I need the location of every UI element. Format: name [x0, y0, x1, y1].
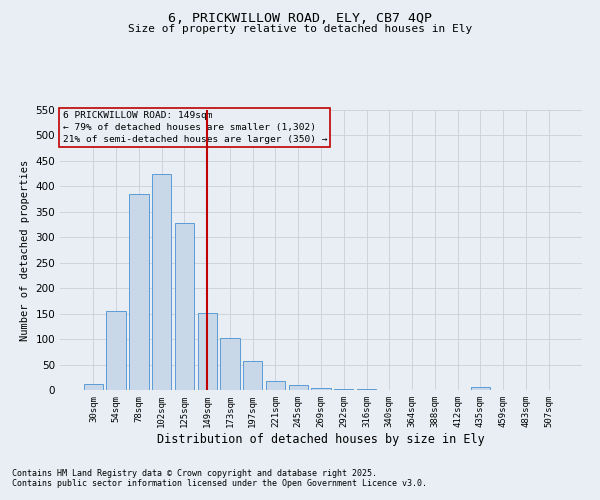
Text: Contains public sector information licensed under the Open Government Licence v3: Contains public sector information licen…	[12, 478, 427, 488]
Bar	[470, 388, 490, 390]
Bar	[129, 194, 149, 390]
Bar	[175, 223, 194, 390]
Bar	[84, 384, 103, 390]
Bar	[243, 361, 262, 390]
Y-axis label: Number of detached properties: Number of detached properties	[20, 160, 30, 340]
Bar	[220, 338, 239, 390]
Text: 6, PRICKWILLOW ROAD, ELY, CB7 4QP: 6, PRICKWILLOW ROAD, ELY, CB7 4QP	[168, 12, 432, 26]
Text: Size of property relative to detached houses in Ely: Size of property relative to detached ho…	[128, 24, 472, 34]
Text: Contains HM Land Registry data © Crown copyright and database right 2025.: Contains HM Land Registry data © Crown c…	[12, 468, 377, 477]
Bar	[106, 311, 126, 390]
Text: 6 PRICKWILLOW ROAD: 149sqm
← 79% of detached houses are smaller (1,302)
21% of s: 6 PRICKWILLOW ROAD: 149sqm ← 79% of deta…	[62, 112, 327, 144]
Bar	[311, 388, 331, 390]
Bar	[289, 385, 308, 390]
Bar	[266, 381, 285, 390]
Bar	[152, 174, 172, 390]
Bar	[197, 312, 217, 390]
X-axis label: Distribution of detached houses by size in Ely: Distribution of detached houses by size …	[157, 432, 485, 446]
